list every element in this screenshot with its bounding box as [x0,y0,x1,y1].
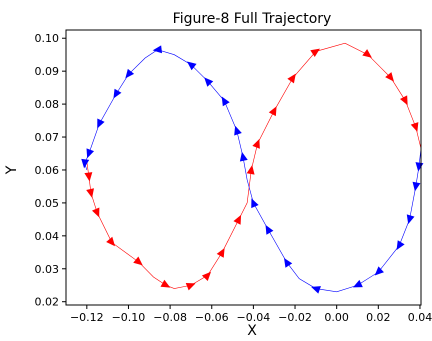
arrow-marker [374,266,384,276]
arrow-marker [201,271,212,282]
arrow-marker [310,48,321,57]
arrow-marker [84,172,93,182]
series-1 [81,45,424,294]
y-axis-label: Y [4,165,20,175]
y-axis: 0.02 0.03 0.04 0.05 0.06 0.07 0.08 0.09 0.10 [35,32,66,309]
x-tick-label: −0.02 [278,311,312,324]
arrow-marker [233,214,242,225]
x-tick-label: −0.12 [70,311,104,324]
arrow-marker [252,138,260,149]
plot-frame [65,29,422,306]
chart-title: Figure-8 Full Trajectory [173,11,332,27]
x-axis-label: X [247,323,257,339]
arrow-marker [216,247,225,258]
arrow-marker [91,207,100,218]
y-tick-label: 0.02 [35,296,60,309]
arrow-marker [113,88,122,99]
arrow-marker [284,257,293,268]
y-tick-label: 0.07 [35,131,60,144]
x-tick-label: 0.02 [366,311,391,324]
arrow-marker [406,214,415,225]
arrow-marker [385,72,394,82]
arrow-marker [412,181,421,192]
arrow-marker [86,148,95,159]
arrow-marker [362,49,372,58]
plot-series [81,42,424,294]
arrow-marker [221,96,230,107]
x-tick-label: −0.04 [237,311,271,324]
arrow-marker [239,151,248,162]
arrow-marker [268,106,277,117]
y-tick-label: 0.06 [35,164,60,177]
arrow-marker [234,125,242,136]
y-tick-label: 0.05 [35,197,60,210]
arrow-marker [133,256,143,266]
arrow-marker [86,188,94,198]
series-line [84,49,422,293]
arrow-marker [97,118,105,129]
arrow-marker [125,68,135,79]
x-tick-label: 0.04 [408,311,432,324]
y-tick-label: 0.08 [35,98,60,111]
series-0 [84,42,422,291]
x-tick-label: −0.06 [195,311,229,324]
arrow-marker [106,236,116,247]
x-tick-label: −0.10 [112,311,146,324]
x-axis: −0.12 −0.10 −0.08 −0.06 −0.04 −0.02 0.00 0.02 0.… [70,305,432,324]
arrow-marker [187,61,197,71]
arrow-marker [410,122,419,132]
y-tick-label: 0.09 [35,65,60,78]
y-tick-label: 0.10 [35,32,60,45]
arrow-marker [415,162,424,172]
arrow-marker [251,198,259,209]
arrow-marker [352,279,363,288]
x-tick-label: −0.08 [153,311,187,324]
arrow-marker [81,158,90,169]
arrow-marker [160,279,171,288]
arrow-marker [246,165,255,175]
x-tick-label: 0.00 [324,311,349,324]
arrow-marker [265,224,274,235]
arrow-marker [400,95,408,106]
series-line [86,42,422,289]
arrow-marker [185,282,196,291]
arrow-marker [396,240,405,251]
arrow-marker [204,77,214,87]
y-tick-label: 0.03 [35,263,60,276]
arrow-marker [287,73,296,84]
arrow-marker [152,45,163,54]
arrow-marker [311,286,321,294]
y-tick-label: 0.04 [35,230,60,243]
